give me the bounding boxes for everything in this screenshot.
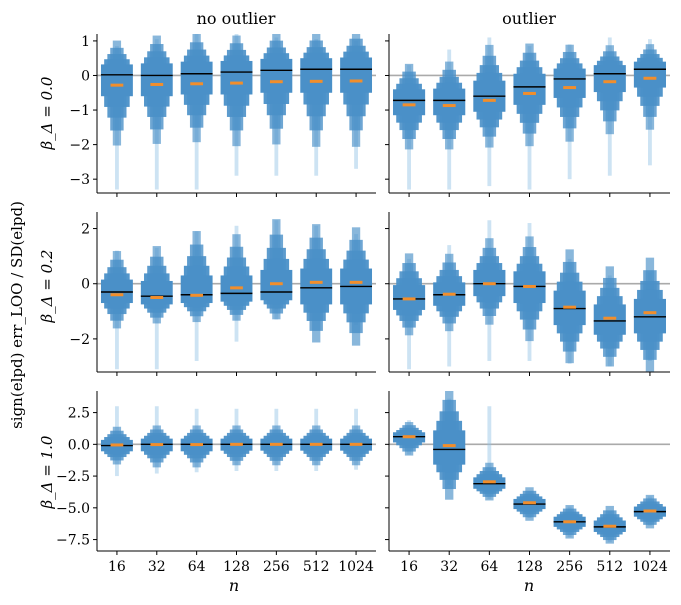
boxen-box-n128 xyxy=(513,73,546,105)
boxen-box-n32 xyxy=(140,63,173,97)
y-tick-label: 0 xyxy=(81,277,90,293)
y-tick-label: −7.5 xyxy=(56,533,90,549)
boxen-box-n64 xyxy=(180,275,213,304)
column-title-outlier: outlier xyxy=(502,9,556,28)
panel-0-1 xyxy=(385,34,670,197)
boxen-box-n1024 xyxy=(340,57,373,93)
boxen-box-n64 xyxy=(487,406,492,499)
panel-2-1: 16 32 64 128 256 512 1024 xyxy=(385,391,670,575)
column-title-no-outlier: no outlier xyxy=(197,9,276,28)
y-tick-label: −3 xyxy=(69,172,90,188)
boxen-box-n512 xyxy=(300,268,333,305)
boxen-box-n256 xyxy=(260,58,293,93)
y-tick-label: −2 xyxy=(69,138,90,154)
shared-y-axis-label: sign(elpd) err_LOO / SD(elpd) xyxy=(8,201,26,429)
boxen-box-n16 xyxy=(393,89,426,116)
x-tick-label: 128 xyxy=(223,559,250,575)
x-tick-label: 32 xyxy=(148,559,166,575)
y-tick-label: 1 xyxy=(81,34,90,50)
boxen-box-n512 xyxy=(593,65,626,93)
row-label-beta-0-2: β_Δ = 0.2 xyxy=(38,250,56,324)
x-axis-label-left: n xyxy=(229,576,239,595)
boxen-box-n16 xyxy=(100,64,133,97)
y-tick-label: 2 xyxy=(81,222,90,238)
boxen-box-n256 xyxy=(553,68,586,98)
y-tick-label: −5.0 xyxy=(56,501,90,517)
x-tick-label: 256 xyxy=(263,559,290,575)
boxen-box-n1024 xyxy=(633,61,666,88)
x-tick-label: 1024 xyxy=(338,559,374,575)
x-tick-label: 512 xyxy=(303,559,330,575)
x-tick-label: 256 xyxy=(556,559,583,575)
y-tick-label: −2.5 xyxy=(56,469,90,485)
boxen-box-n128 xyxy=(220,60,253,95)
boxen-box-n32 xyxy=(140,280,173,305)
row-label-beta-1: β_Δ = 1.0 xyxy=(38,435,56,509)
panel-1-0: 2 0 −2 xyxy=(69,212,376,376)
x-tick-label: 512 xyxy=(596,559,623,575)
boxen-box-n64 xyxy=(180,61,213,95)
x-axis-label-right: n xyxy=(524,576,534,595)
x-tick-label: 16 xyxy=(108,559,126,575)
x-tick-label: 1024 xyxy=(632,559,668,575)
boxen-box-n32 xyxy=(433,88,466,116)
x-tick-label: 16 xyxy=(400,559,418,575)
x-tick-label: 32 xyxy=(440,559,458,575)
row-label-beta-0: β_Δ = 0.0 xyxy=(38,76,56,150)
x-tick-label: 64 xyxy=(480,559,498,575)
y-tick-label: 0 xyxy=(81,68,90,84)
boxen-box-n512 xyxy=(300,58,333,93)
boxen-box-n32 xyxy=(433,430,466,465)
panel-0-0: 1 0 −1 −2 −3 xyxy=(69,34,376,197)
y-tick-label: 2.5 xyxy=(68,406,90,422)
x-tick-label: 64 xyxy=(188,559,206,575)
panel-2-0: 16 32 64 128 256 512 1024 2.5 0.0 −2.5 −5.0 −7.5 xyxy=(56,391,376,575)
y-tick-label: −1 xyxy=(69,103,90,119)
y-tick-label: −2 xyxy=(69,332,90,348)
panel-1-1 xyxy=(385,212,670,376)
x-tick-label: 128 xyxy=(516,559,543,575)
y-tick-label: 0.0 xyxy=(68,437,90,453)
